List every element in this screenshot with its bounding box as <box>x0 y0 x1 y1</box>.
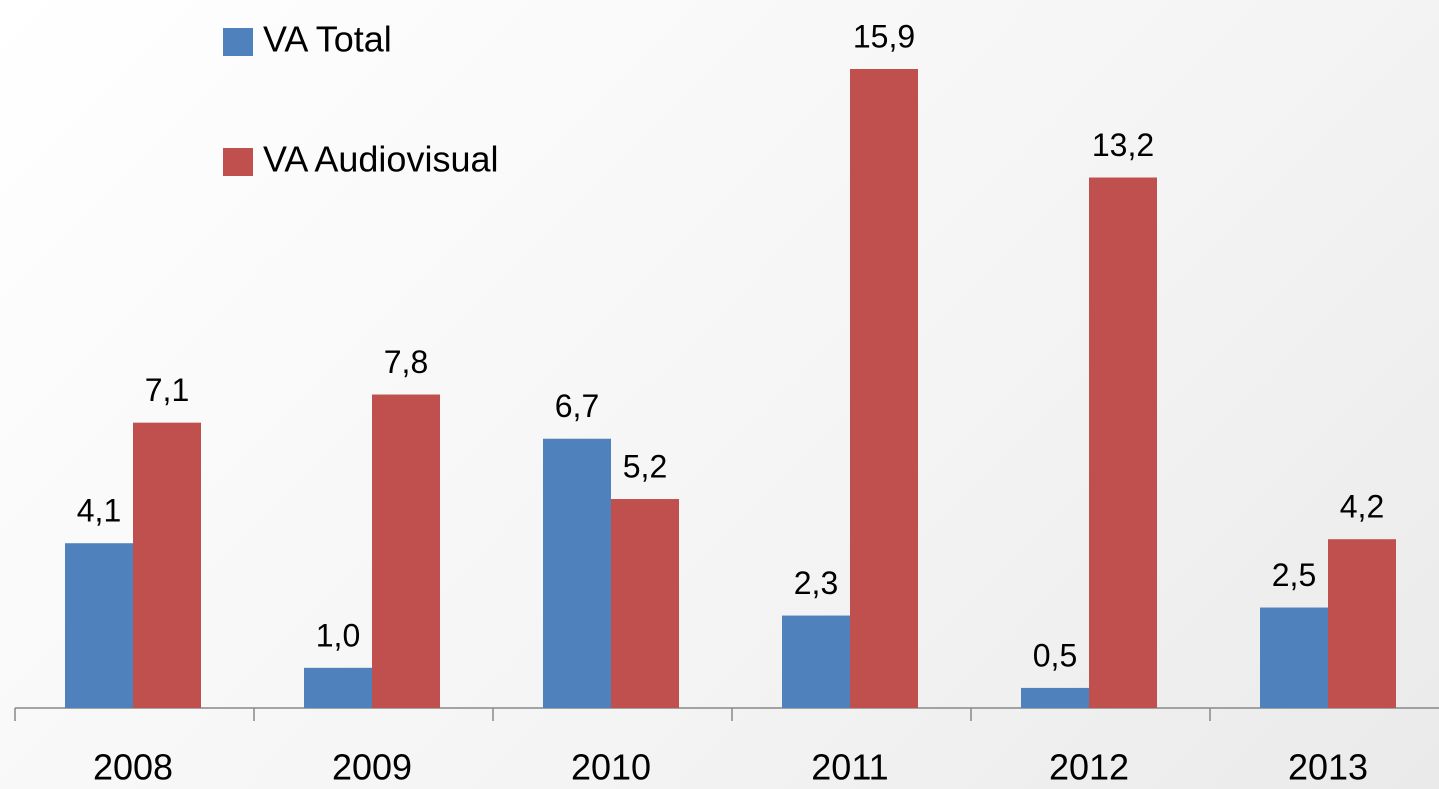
x-tick-label: 2010 <box>571 747 651 788</box>
bar <box>304 667 372 708</box>
x-tick-label: 2013 <box>1288 747 1368 788</box>
data-label: 5,2 <box>623 448 667 484</box>
bar <box>1328 539 1396 708</box>
legend-label: VA Total <box>263 19 392 60</box>
data-label: 1,0 <box>316 617 360 653</box>
data-label: 7,1 <box>145 372 189 408</box>
data-label: 2,5 <box>1272 557 1316 593</box>
bar <box>133 422 201 708</box>
x-tick-label: 2012 <box>1049 747 1129 788</box>
bar <box>543 438 611 708</box>
bar <box>782 615 850 708</box>
legend-label: VA Audiovisual <box>263 139 499 180</box>
bar <box>611 499 679 708</box>
bar <box>1089 177 1157 709</box>
data-label: 13,2 <box>1092 127 1154 163</box>
data-label: 6,7 <box>555 388 599 424</box>
data-label: 15,9 <box>853 18 915 54</box>
data-label: 4,1 <box>77 493 121 529</box>
data-label: 2,3 <box>794 565 838 601</box>
data-label: 0,5 <box>1033 637 1077 673</box>
x-tick-label: 2011 <box>811 747 888 788</box>
bar <box>1021 687 1089 708</box>
legend-swatch <box>223 28 253 56</box>
x-tick-label: 2009 <box>332 747 412 788</box>
legend-swatch <box>223 148 253 176</box>
bar <box>372 394 440 708</box>
bar <box>1260 607 1328 708</box>
x-tick-label: 2008 <box>93 747 173 788</box>
data-label: 7,8 <box>384 344 428 380</box>
bar <box>65 543 133 708</box>
bar <box>850 69 918 708</box>
data-label: 4,2 <box>1340 489 1384 525</box>
